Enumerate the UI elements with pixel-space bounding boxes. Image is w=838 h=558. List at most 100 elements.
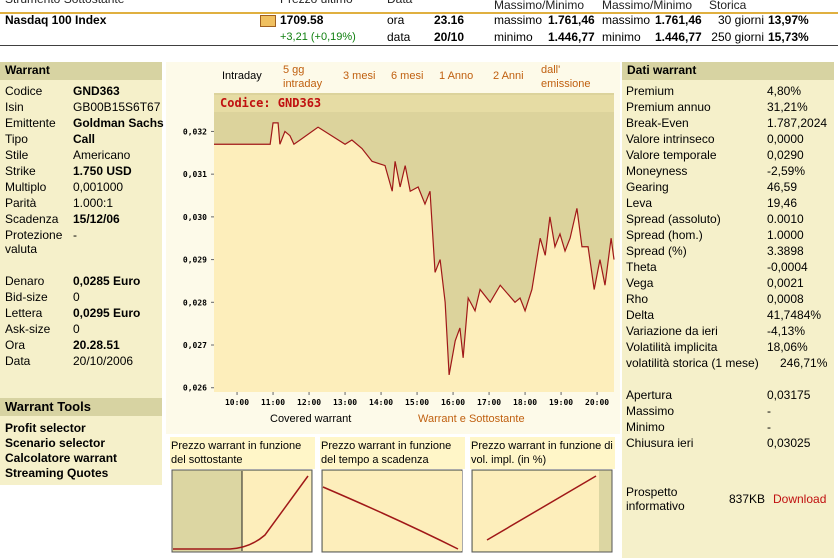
vol-label: 30 giorni <box>717 13 764 27</box>
tab[interactable]: 6 mesi <box>391 70 424 82</box>
tab[interactable]: dall' emissione <box>541 64 591 90</box>
x-tick-label: 15:00 <box>405 398 429 407</box>
x-tick-label: 20:00 <box>585 398 609 407</box>
row-value: 19,46 <box>767 196 798 210</box>
row-label: Apertura <box>626 388 673 402</box>
tool-link[interactable]: Streaming Quotes <box>5 466 109 480</box>
column-header: Data <box>387 0 412 6</box>
tab[interactable]: Intraday <box>222 70 262 82</box>
row-label: Spread (assoluto) <box>626 212 721 226</box>
dati-title: Dati warrant <box>622 62 834 80</box>
row-label: Ask-size <box>5 322 51 336</box>
chart-icon <box>260 15 276 27</box>
row-label: volatilità storica (1 mese) <box>626 356 759 370</box>
row-label: Spread (hom.) <box>626 228 703 242</box>
range-label: minimo <box>602 30 641 44</box>
y-tick-label: 0,027 <box>183 341 207 350</box>
y-tick-label: 0,028 <box>183 298 207 307</box>
row-label: Stile <box>5 148 29 162</box>
instrument: Nasdaq 100 Index <box>5 13 107 27</box>
vol-label: 250 giorni <box>711 30 764 44</box>
x-tick-label: 18:00 <box>513 398 537 407</box>
tab[interactable]: 3 mesi <box>343 70 376 82</box>
mini-title-bg <box>470 437 615 469</box>
row-value: 18,06% <box>767 340 808 354</box>
row-value: 0,0021 <box>767 276 804 290</box>
row-label: Strike <box>5 164 36 178</box>
tool-link[interactable]: Profit selector <box>5 421 86 435</box>
row-value: Goldman Sachs <box>73 116 164 130</box>
download-link[interactable]: Download <box>773 492 827 506</box>
tool-link[interactable]: Calcolatore warrant <box>5 451 118 465</box>
x-tick-label: 19:00 <box>549 398 573 407</box>
column-header: Massimo/Minimo <box>602 0 693 12</box>
range-value: 1.446,77 <box>548 30 595 44</box>
chart-link[interactable]: Warrant e Sottostante <box>418 413 525 425</box>
tab[interactable]: 1 Anno <box>439 70 474 82</box>
mini-curve <box>322 486 459 550</box>
range-value: 1.761,46 <box>655 13 702 27</box>
row-value: 20.28.51 <box>73 338 120 352</box>
mini-light <box>242 471 311 551</box>
row-value: 15/12/06 <box>73 212 120 226</box>
tab[interactable]: 5 gg intraday <box>283 64 323 90</box>
row-value: 4,80% <box>767 84 802 98</box>
mini-curve <box>486 475 597 541</box>
row-value: 0,0290 <box>767 148 804 162</box>
row-value: 20/10/2006 <box>73 354 134 368</box>
header-rule <box>0 12 838 14</box>
mini-title[interactable]: Prezzo warrant in funzione del tempo a s… <box>321 440 452 466</box>
row-label: Parità <box>5 196 37 210</box>
range-value: 1.761,46 <box>548 13 595 27</box>
row-label: Moneyness <box>626 164 688 178</box>
label: ora <box>387 13 405 27</box>
vol-value: 13,97% <box>768 13 809 27</box>
row-value: Americano <box>73 148 131 162</box>
mini-curve <box>173 475 309 550</box>
title-bar <box>214 95 614 112</box>
row-label: Leva <box>626 196 653 210</box>
row-value: 46,59 <box>767 180 798 194</box>
vol-value: 15,73% <box>768 30 809 44</box>
row-value: 41,7484% <box>767 308 822 322</box>
row-value: -4,13% <box>767 324 806 338</box>
row-label: Massimo <box>626 404 675 418</box>
row-value: -2,59% <box>767 164 806 178</box>
x-tick-label: 14:00 <box>369 398 393 407</box>
change: +3,21 (+0,19%) <box>280 31 356 43</box>
warrant-panel <box>0 62 162 398</box>
row-label: Tipo <box>5 132 28 146</box>
mini-title[interactable]: Prezzo warrant in funzione del sottostan… <box>171 440 302 466</box>
chart-link[interactable]: Covered warrant <box>270 413 352 425</box>
row-value: 0,03175 <box>767 388 811 402</box>
mini-title-bg <box>320 437 465 469</box>
chart-title: Codice: GND363 <box>220 96 321 110</box>
row-value: -0,0004 <box>767 260 808 274</box>
dati-panel <box>622 62 834 558</box>
y-tick-label: 0,031 <box>183 170 207 179</box>
row-label: Spread (%) <box>626 244 687 258</box>
row-value: 1.750 USD <box>73 164 132 178</box>
tab[interactable]: 2 Anni <box>493 70 524 82</box>
row-label: Protezione valuta <box>5 228 63 256</box>
y-tick-label: 0,029 <box>183 256 207 265</box>
row-value: 0,0008 <box>767 292 804 306</box>
row-label: Volatilità implicita <box>626 340 718 354</box>
row-value: 0,0000 <box>767 132 804 146</box>
warrant-title: Warrant <box>0 62 162 80</box>
tool-link[interactable]: Scenario selector <box>5 436 106 450</box>
mini-light <box>323 471 462 551</box>
mini-title[interactable]: Prezzo warrant in funzione di vol. impl.… <box>471 440 613 466</box>
range-value: 1.446,77 <box>655 30 702 44</box>
range-label: minimo <box>494 30 533 44</box>
row-value: 1.787,2024 <box>767 116 828 130</box>
x-tick-label: 12:00 <box>297 398 321 407</box>
row-label: Premium annuo <box>626 100 711 114</box>
row-value: GB00B15S6T67 <box>73 100 161 114</box>
column-header: Storica <box>709 0 747 12</box>
row-value: Call <box>73 132 96 146</box>
last-price: 1709.58 <box>280 13 324 27</box>
range-label: massimo <box>494 13 543 27</box>
x-tick-label: 10:00 <box>225 398 249 407</box>
